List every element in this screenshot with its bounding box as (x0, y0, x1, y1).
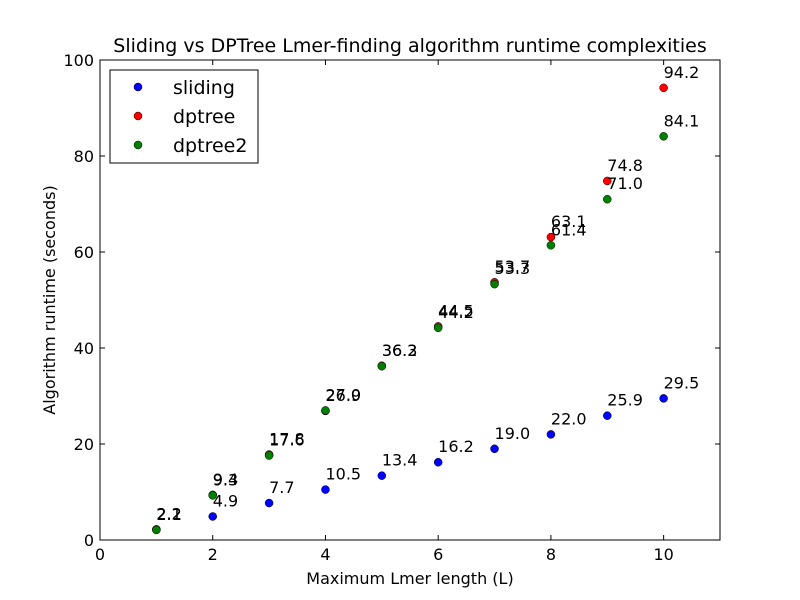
y-tick-label: 40 (74, 339, 94, 358)
sliding-point (208, 512, 217, 521)
dptree-point (603, 176, 612, 186)
dptree-point (659, 83, 668, 93)
x-tick-label: 0 (95, 545, 105, 564)
y-tick-label: 20 (74, 435, 94, 454)
dptree-data-label: 53.7 (495, 257, 531, 276)
y-tick-label: 60 (74, 243, 94, 262)
plot-area (99, 59, 721, 541)
dptree-data-label: 17.8 (269, 430, 305, 449)
dptree2-point (377, 361, 387, 371)
sliding-data-label: 22.0 (551, 409, 587, 428)
legend-entry-dptree: dptree (173, 106, 235, 128)
x-tick-label: 2 (208, 545, 218, 564)
sliding-point (264, 498, 274, 508)
dptree2-point (659, 132, 668, 141)
data-points (152, 83, 668, 535)
legend-marker-dptree (133, 111, 143, 121)
dptree-data-label: 94.2 (664, 63, 700, 82)
plot-frame (99, 59, 721, 541)
dptree2-data-label: 44.2 (438, 303, 474, 322)
y-tick-label: 100 (63, 51, 94, 70)
sliding-data-label: 19.0 (495, 424, 531, 443)
sliding-point (546, 430, 556, 439)
dptree2-point (546, 241, 556, 250)
x-tick-label: 8 (546, 545, 556, 564)
dptree2-point (321, 406, 330, 415)
legend-marker-dptree2 (133, 140, 143, 150)
x-tick-label: 4 (320, 545, 330, 564)
sliding-point (603, 411, 612, 420)
dptree2-data-label: 2.1 (156, 505, 181, 524)
legend-entry-sliding: sliding (173, 77, 235, 99)
dptree2-data-label: 9.3 (213, 470, 238, 489)
sliding-data-label: 13.4 (382, 451, 418, 470)
dptree-data-label: 44.5 (438, 301, 474, 320)
legend-marker-sliding (133, 82, 143, 92)
dptree2-point (603, 194, 612, 204)
sliding-data-label: 7.7 (269, 478, 294, 497)
dptree-data-label: 74.8 (607, 156, 643, 175)
legend: sliding dptree dptree2 (109, 69, 259, 164)
sliding-data-label: 10.5 (325, 465, 361, 484)
y-tick-label: 80 (74, 147, 94, 166)
sliding-data-label: 25.9 (607, 391, 643, 410)
dptree2-data-label: 27.0 (325, 385, 361, 404)
y-tick-label: 0 (84, 531, 94, 550)
dptree2-data-label: 53.3 (495, 259, 531, 278)
x-tick-label: 10 (653, 545, 673, 564)
dptree-data-label: 36.3 (382, 341, 418, 360)
sliding-data-label: 16.2 (438, 437, 474, 456)
y-axis: 0 20 40 60 80 100 (63, 51, 720, 550)
sliding-point (321, 485, 330, 494)
sliding-data-label: 4.9 (213, 491, 238, 510)
sliding-point (377, 471, 387, 480)
dptree2-point (208, 491, 217, 500)
x-tick-label: 6 (433, 545, 443, 564)
sliding-point (490, 444, 499, 454)
dptree-data-label: 9.4 (213, 470, 238, 489)
y-axis-label: Algorithm runtime (seconds) (40, 185, 59, 414)
dptree2-data-label: 61.4 (551, 220, 587, 239)
chart-title: Sliding vs DPTree Lmer-finding algorithm… (113, 35, 706, 57)
data-labels: 2.24.97.710.513.416.219.022.025.929.52.2… (156, 63, 699, 524)
x-axis: 0 2 4 6 8 10 (95, 60, 674, 564)
dptree2-point (264, 451, 274, 460)
sliding-point (433, 457, 443, 467)
sliding-data-label: 29.5 (664, 373, 700, 392)
dptree2-data-label: 17.6 (269, 431, 305, 450)
x-axis-label: Maximum Lmer length (L) (306, 569, 513, 588)
sliding-data-label: 2.2 (156, 504, 181, 523)
dptree-data-label: 63.1 (551, 212, 587, 231)
dptree-data-label: 26.9 (325, 386, 361, 405)
dptree2-data-label: 71.0 (607, 174, 643, 193)
dptree2-point (433, 323, 443, 333)
dptree2-point (490, 279, 499, 289)
dptree2-data-label: 36.2 (382, 341, 418, 360)
dptree2-point (152, 525, 161, 535)
dptree2-data-label: 84.1 (664, 111, 700, 130)
dptree-data-label: 2.2 (156, 504, 181, 523)
legend-entry-dptree2: dptree2 (173, 135, 247, 157)
sliding-point (659, 394, 668, 403)
